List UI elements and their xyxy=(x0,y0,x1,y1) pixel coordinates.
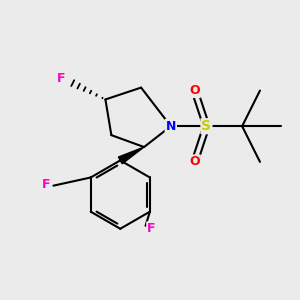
Text: F: F xyxy=(147,222,156,235)
Text: S: S xyxy=(202,119,212,133)
Polygon shape xyxy=(118,147,144,164)
Text: O: O xyxy=(189,84,200,97)
Text: F: F xyxy=(57,72,65,85)
Text: N: N xyxy=(166,120,176,133)
Text: F: F xyxy=(42,178,50,191)
Text: O: O xyxy=(189,155,200,168)
